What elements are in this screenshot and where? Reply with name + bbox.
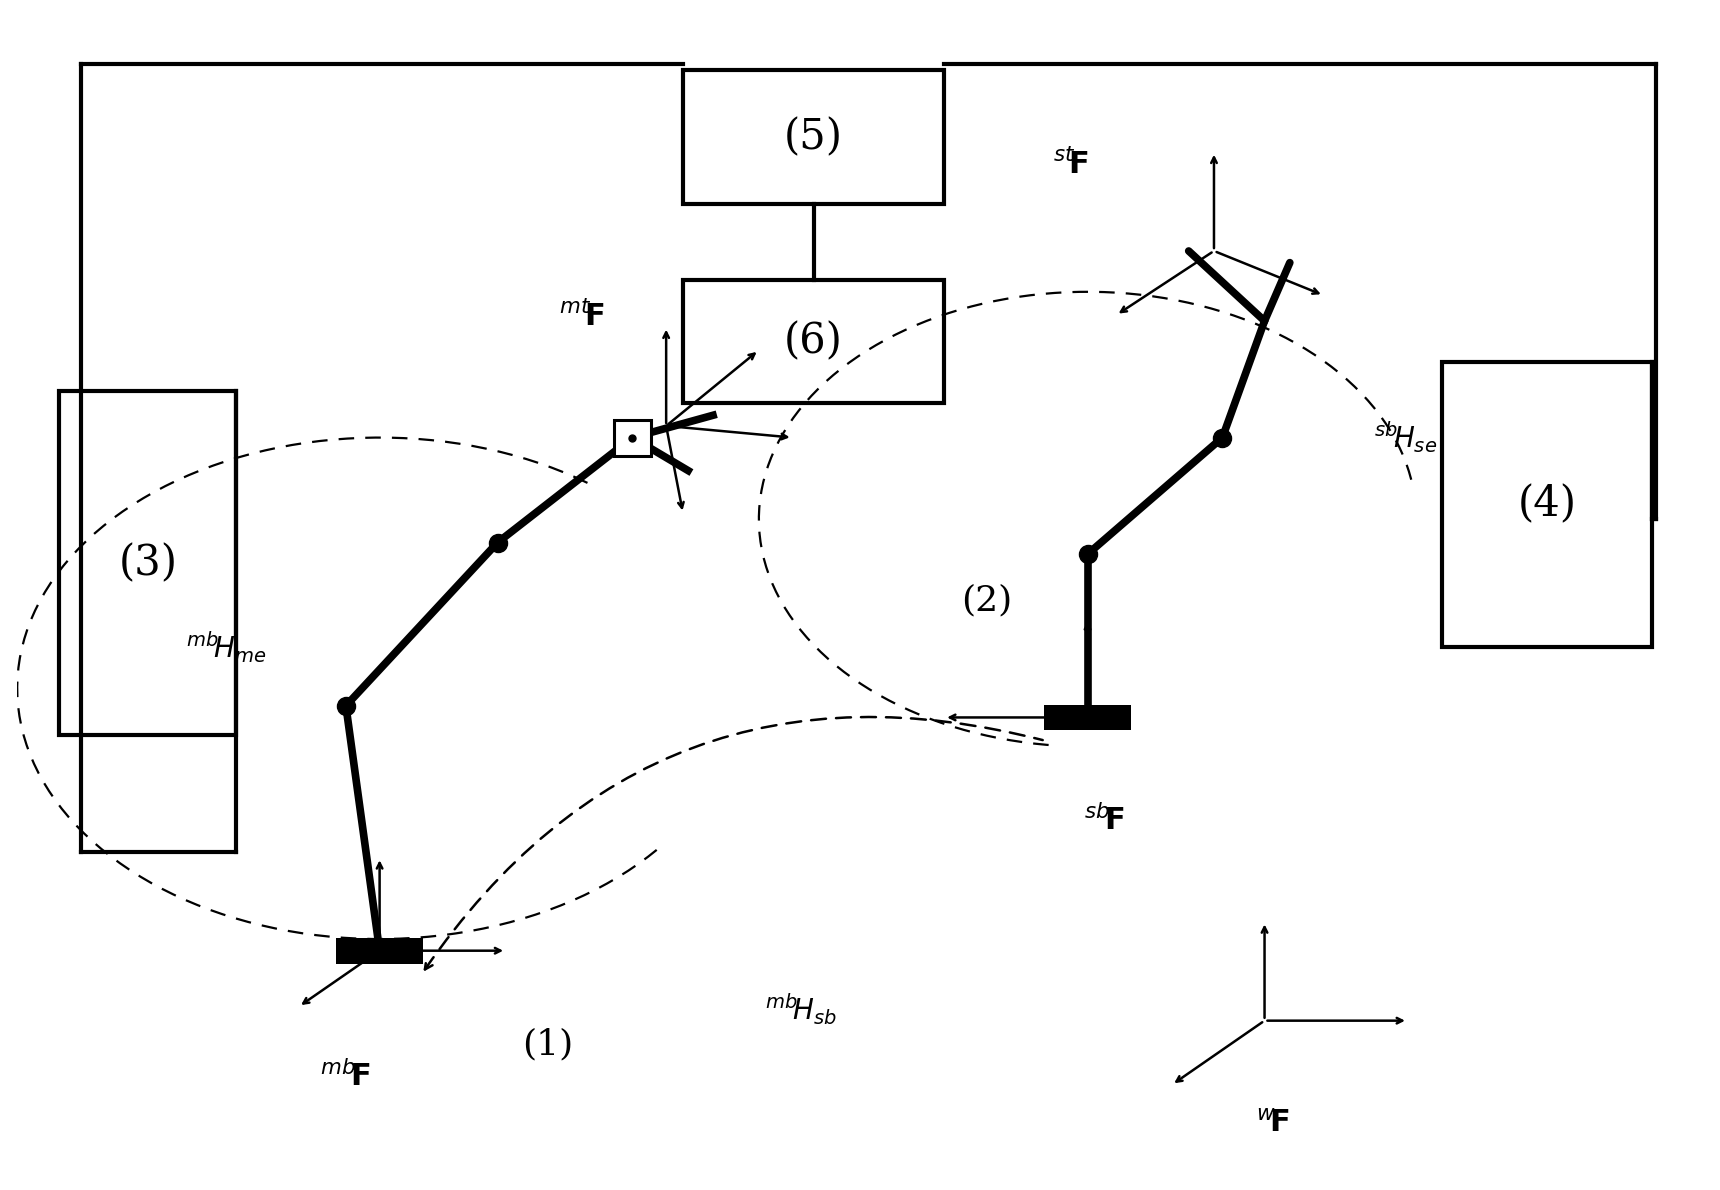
FancyArrowPatch shape: [425, 718, 1042, 970]
Text: $^{mb}\!H_{me}$: $^{mb}\!H_{me}$: [186, 630, 267, 665]
Text: (4): (4): [1517, 483, 1577, 526]
Text: $^{mb}\!\mathbf{F}$: $^{mb}\!\mathbf{F}$: [320, 1061, 372, 1094]
Text: (5): (5): [784, 117, 843, 158]
Bar: [1441, 362, 1653, 647]
Bar: [683, 70, 944, 205]
Text: $^{sb}\!H_{se}$: $^{sb}\!H_{se}$: [1374, 420, 1438, 456]
Text: (3): (3): [119, 541, 177, 584]
Text: $^{sb}\!\mathbf{F}$: $^{sb}\!\mathbf{F}$: [1084, 804, 1125, 837]
Text: $^{mt}\!\mathbf{F}$: $^{mt}\!\mathbf{F}$: [559, 301, 605, 333]
Text: $^{mb}\!H_{sb}$: $^{mb}\!H_{sb}$: [765, 991, 838, 1027]
Bar: [58, 390, 236, 735]
Text: (1): (1): [523, 1027, 574, 1061]
Text: (6): (6): [784, 320, 843, 362]
Text: $^{w}\!\mathbf{F}$: $^{w}\!\mathbf{F}$: [1256, 1108, 1290, 1139]
Bar: [614, 420, 650, 456]
Bar: [1044, 704, 1132, 731]
Text: $^{st}\!\mathbf{F}$: $^{st}\!\mathbf{F}$: [1053, 150, 1089, 181]
Text: (2): (2): [961, 584, 1011, 618]
Bar: [683, 280, 944, 402]
Bar: [335, 938, 423, 964]
